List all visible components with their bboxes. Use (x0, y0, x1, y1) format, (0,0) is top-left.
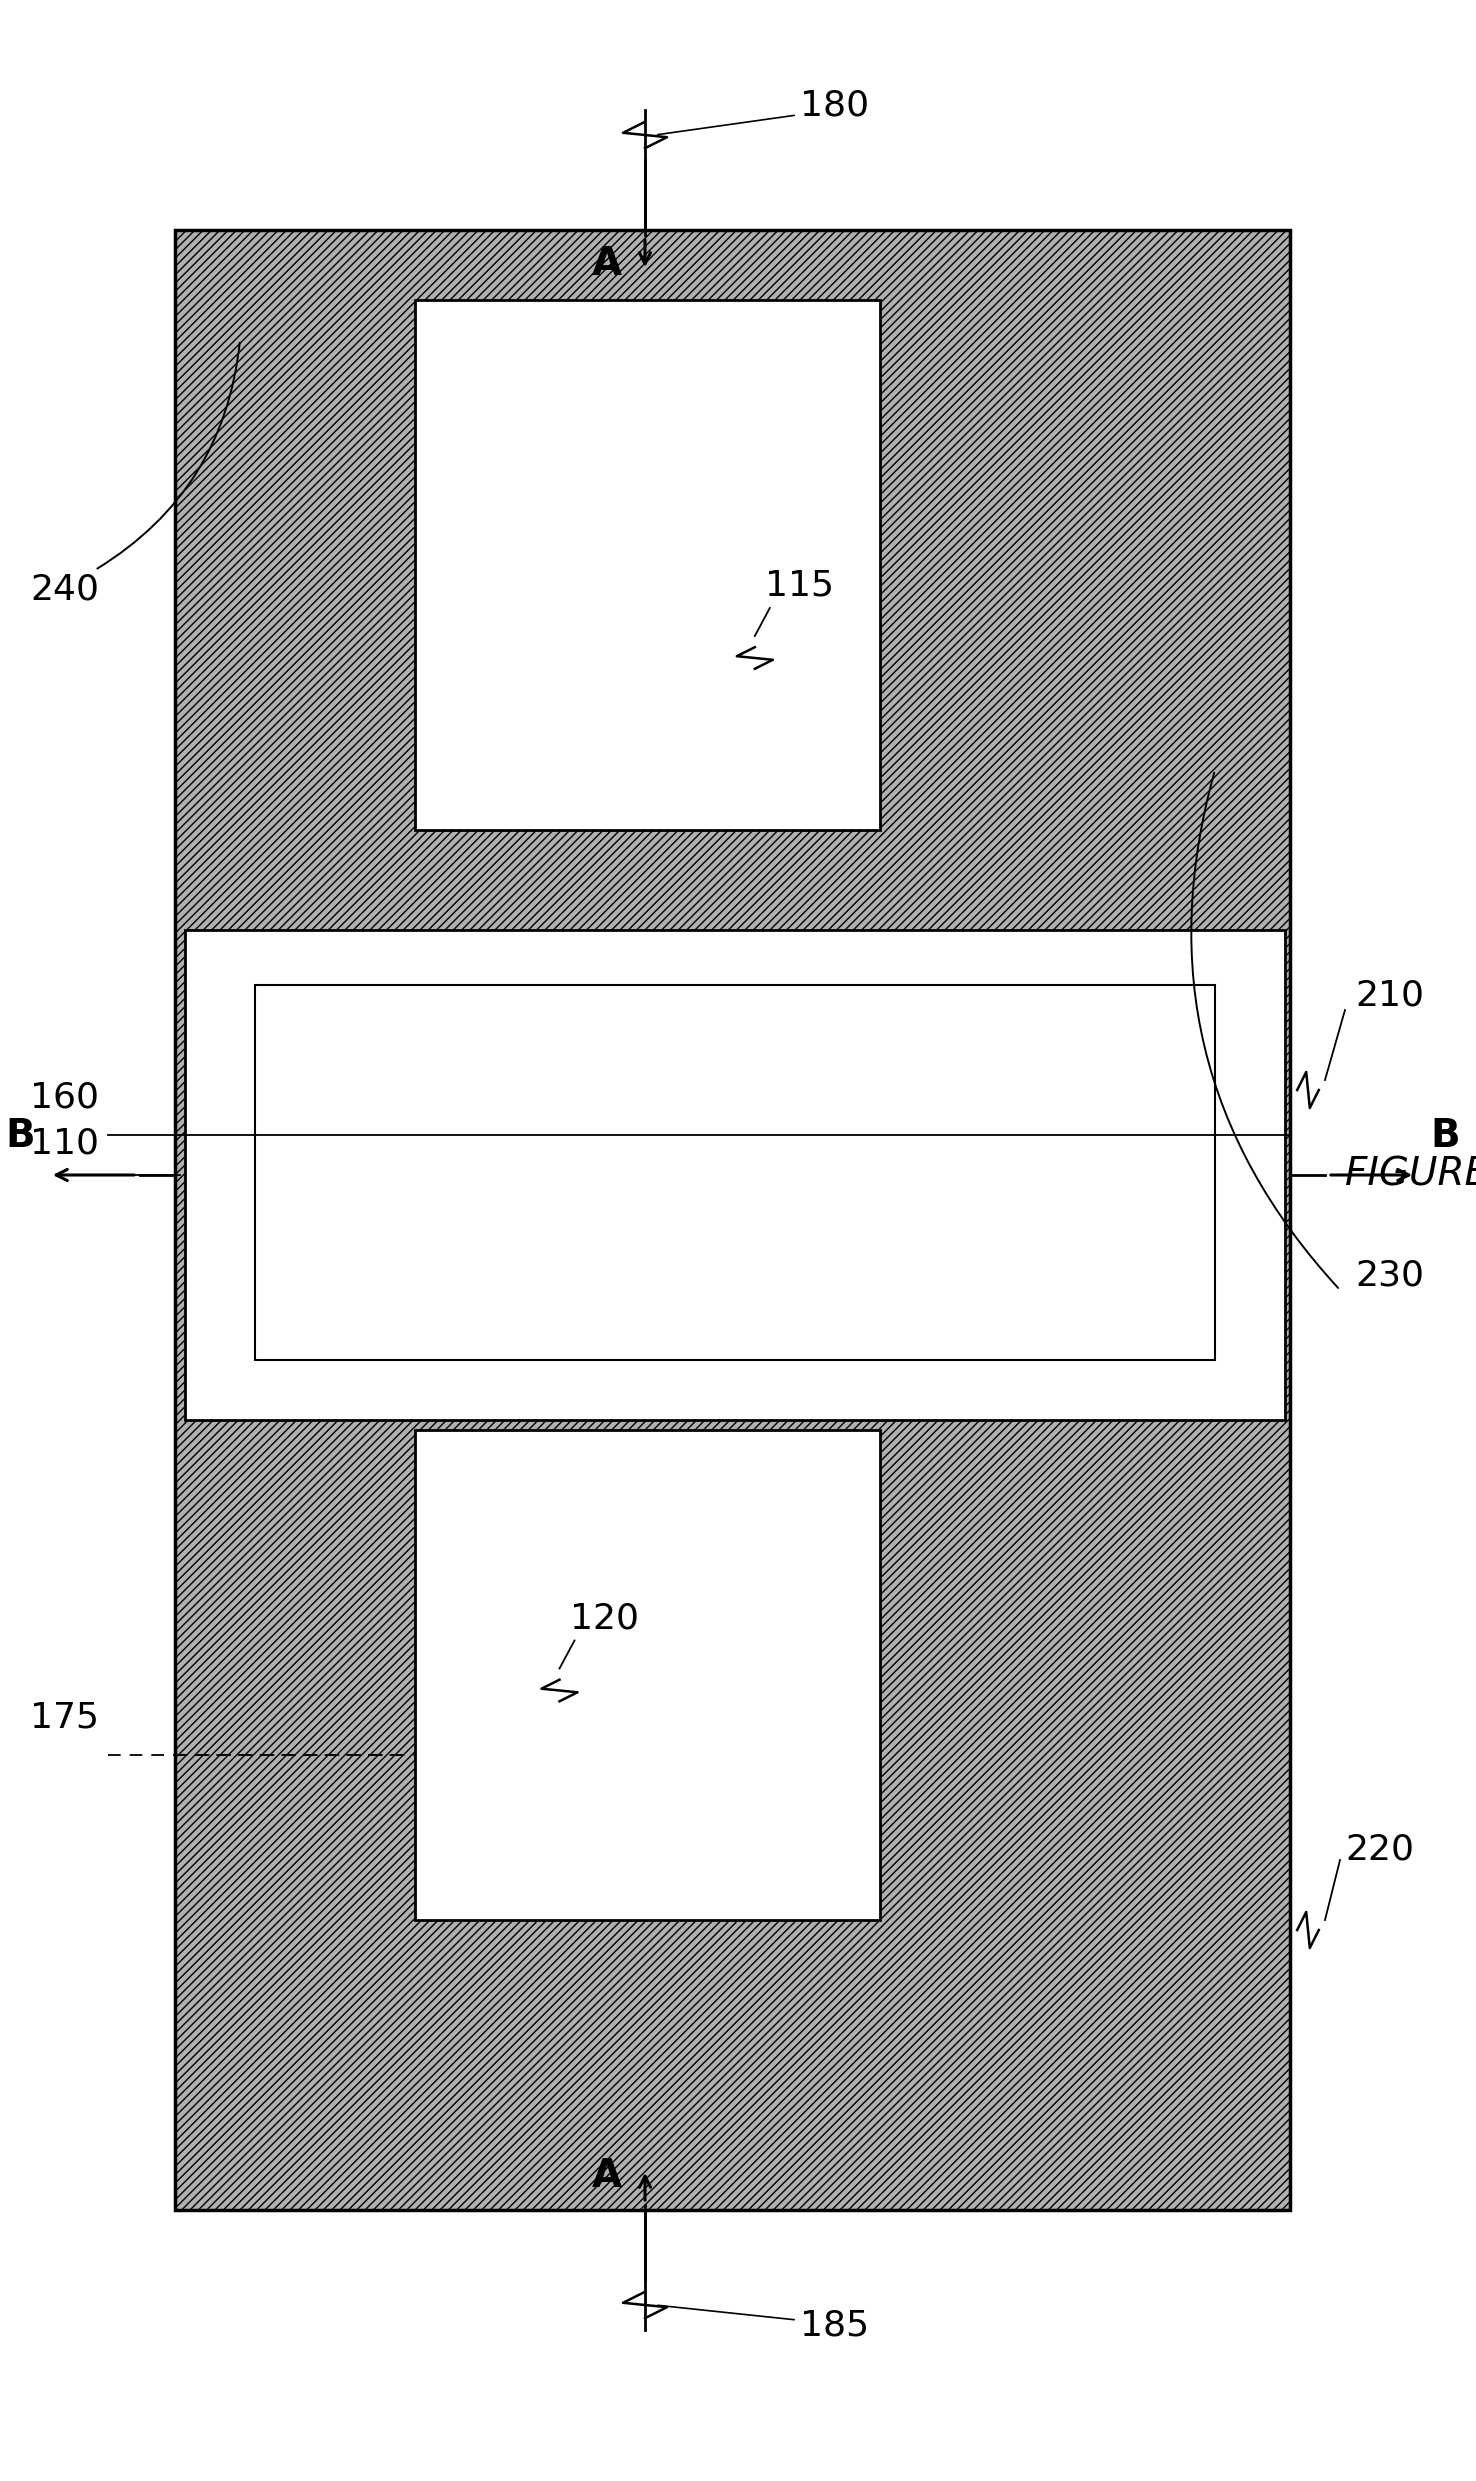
Text: 120: 120 (570, 1603, 639, 1635)
Text: 180: 180 (800, 87, 869, 122)
Text: 210: 210 (1355, 978, 1424, 1012)
Text: 185: 185 (800, 2307, 869, 2342)
Text: 115: 115 (765, 568, 834, 603)
Bar (415, 1429, 880, 1920)
Text: 160: 160 (30, 1082, 99, 1114)
Text: B: B (6, 1116, 35, 1156)
Text: FIGURE 2: FIGURE 2 (1345, 1156, 1476, 1193)
Text: B: B (1430, 1116, 1460, 1156)
Text: A: A (592, 246, 621, 283)
Text: 240: 240 (30, 573, 99, 608)
Text: 110: 110 (30, 1126, 99, 1161)
Bar (184, 930, 1286, 1419)
Text: 175: 175 (30, 1702, 99, 1734)
Bar (255, 985, 1215, 1360)
Text: A: A (592, 2156, 621, 2196)
Bar (176, 231, 1290, 2211)
Text: 220: 220 (1345, 1833, 1414, 1868)
Text: 230: 230 (1355, 1258, 1424, 1293)
Bar (415, 300, 880, 831)
